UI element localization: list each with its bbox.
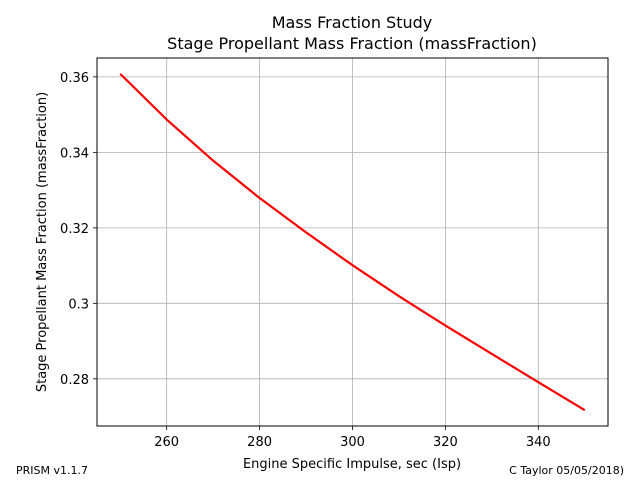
x-tick-label: 260: [154, 435, 179, 450]
y-tick-label: 0.28: [60, 373, 89, 388]
y-tick-label: 0.36: [60, 71, 89, 86]
y-tick-label: 0.34: [60, 146, 89, 161]
y-axis: 0.28 0.3 0.32 0.34 0.36: [60, 71, 97, 388]
x-axis-label: Engine Specific Impulse, sec (Isp): [243, 457, 461, 472]
y-tick-label: 0.3: [68, 297, 89, 312]
x-tick-label: 280: [247, 435, 272, 450]
x-axis: 260 280 300 320 340: [154, 426, 551, 450]
footer-author-date: C Taylor 05/05/2018): [509, 464, 624, 477]
x-tick-label: 320: [433, 435, 458, 450]
y-tick-label: 0.32: [60, 222, 89, 237]
grid: [97, 58, 608, 426]
x-tick-label: 300: [340, 435, 365, 450]
series-layer: [119, 73, 586, 412]
x-tick-label: 340: [526, 435, 551, 450]
footer-version: PRISM v1.1.7: [16, 464, 88, 477]
y-axis-label: Stage Propellant Mass Fraction (massFrac…: [35, 92, 50, 392]
series-line-0: [119, 73, 586, 412]
chart-subtitle: Stage Propellant Mass Fraction (massFrac…: [167, 34, 537, 53]
chart-title: Mass Fraction Study: [272, 13, 433, 32]
